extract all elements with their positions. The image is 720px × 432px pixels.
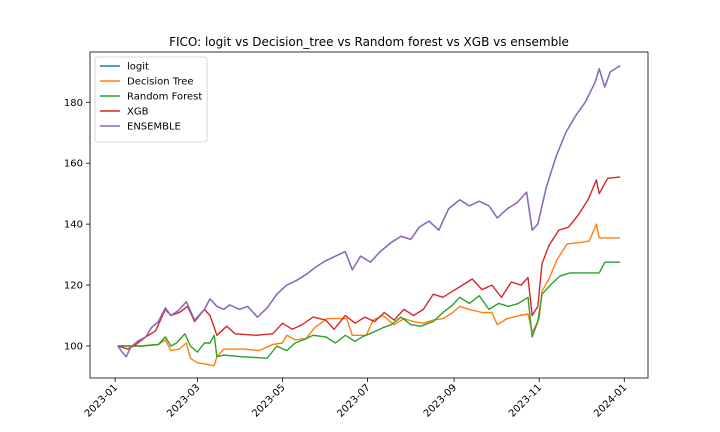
- series-line-xgb: [117, 176, 621, 350]
- series-layer: [117, 65, 621, 367]
- y-tick-label: 140: [64, 220, 83, 231]
- y-axis: 100 120 140 160 180: [64, 98, 90, 353]
- legend-label-decision-tree: Decision Tree: [127, 77, 194, 88]
- series-line-ensemble: [117, 65, 621, 358]
- legend-label-random-forest: Random Forest: [127, 92, 202, 103]
- legend-label-xgb: XGB: [127, 107, 149, 118]
- plot-frame: [89, 51, 649, 379]
- y-tick-label: 100: [64, 342, 83, 353]
- series-line-random-forest: [117, 261, 621, 359]
- legend-box: [94, 56, 208, 143]
- y-tick-label: 180: [64, 98, 83, 109]
- legend: logit Decision Tree Random Forest XGB ENSEMB…: [94, 56, 208, 143]
- y-tick-label: 120: [64, 281, 83, 292]
- y-tick-label: 160: [64, 159, 83, 170]
- chart-title: FICO: logit vs Decision_tree vs Random f…: [169, 35, 569, 49]
- legend-label-ensemble: ENSEMBLE: [127, 122, 181, 133]
- legend-label-logit: logit: [127, 62, 149, 73]
